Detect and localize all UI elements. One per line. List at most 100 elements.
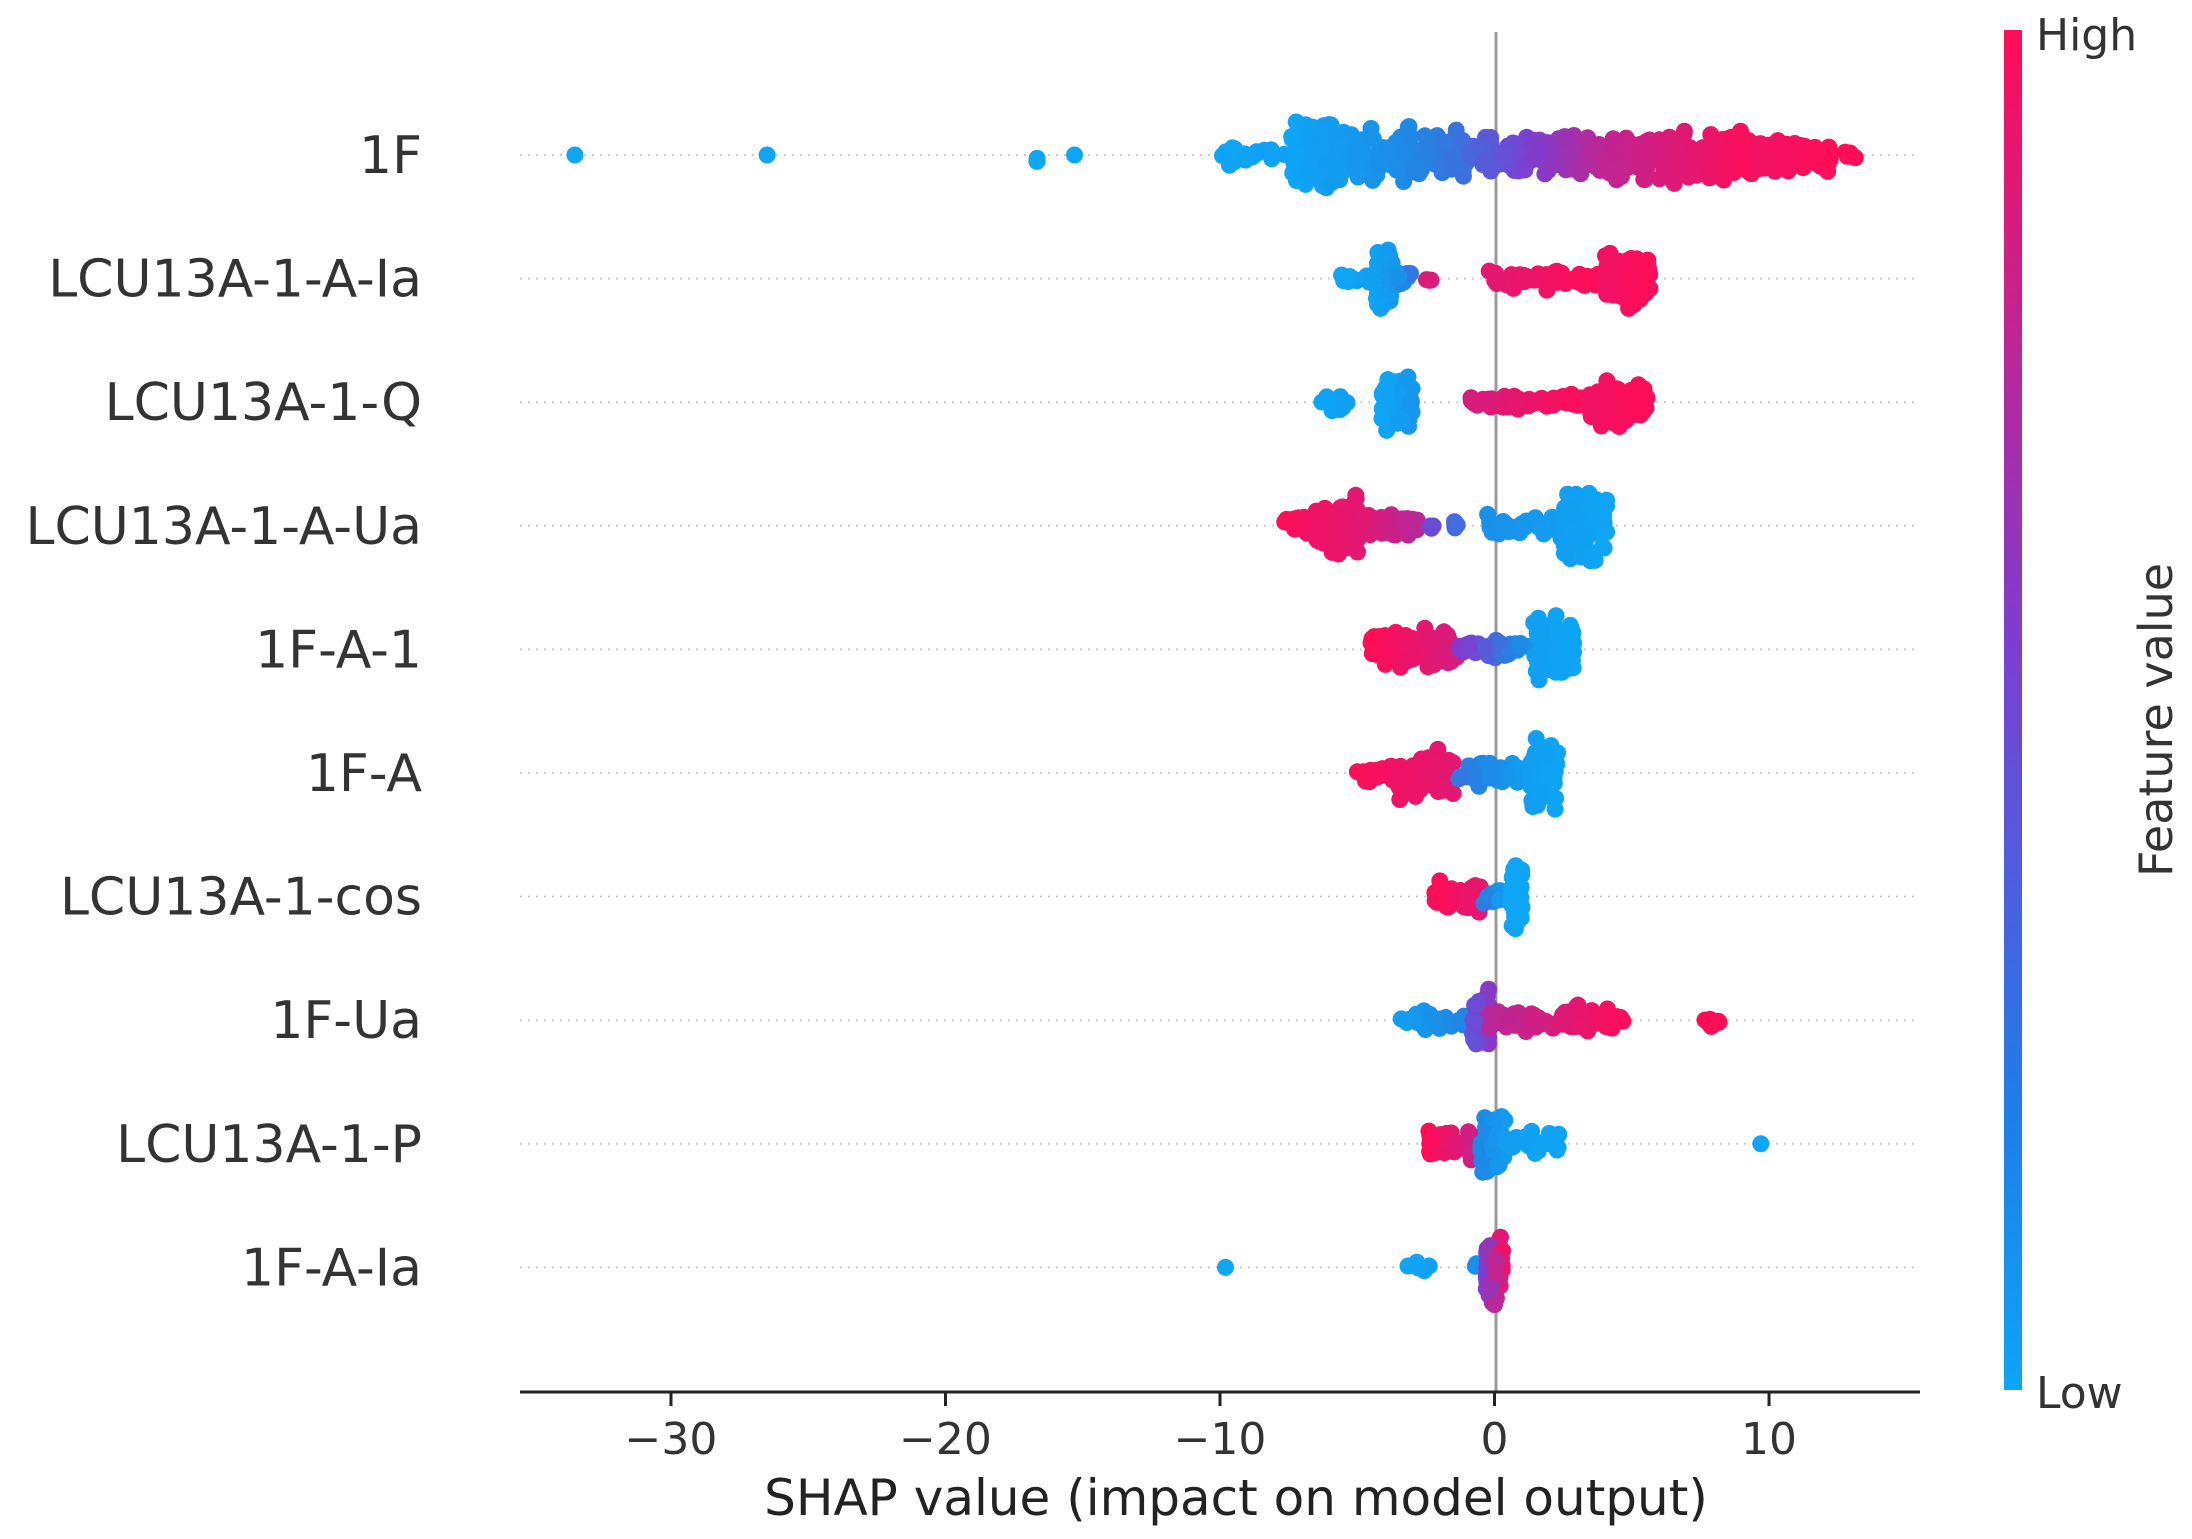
feature-row-dots bbox=[1276, 484, 1616, 570]
shap-point bbox=[1417, 128, 1435, 146]
shap-point bbox=[1562, 385, 1580, 403]
shap-point bbox=[1424, 631, 1442, 649]
x-tick-label: −10 bbox=[1174, 1414, 1267, 1465]
shap-point bbox=[566, 146, 584, 164]
x-tick-label: −20 bbox=[899, 1414, 992, 1465]
shap-point bbox=[1714, 140, 1732, 158]
shap-point bbox=[1028, 152, 1046, 170]
shap-point bbox=[1510, 637, 1528, 655]
shap-point bbox=[1379, 371, 1397, 389]
shap-point bbox=[1821, 150, 1839, 168]
shap-point bbox=[1808, 154, 1826, 172]
shap-point bbox=[1560, 146, 1578, 164]
shap-point bbox=[1461, 146, 1478, 164]
shap-point bbox=[1496, 147, 1514, 165]
shap-point bbox=[1428, 886, 1446, 904]
beeswarm-dots bbox=[566, 113, 1864, 1314]
shap-point bbox=[1494, 513, 1512, 530]
shap-point bbox=[1468, 996, 1486, 1014]
shap-point bbox=[1545, 156, 1563, 174]
shap-point bbox=[1240, 148, 1258, 166]
shap-point bbox=[1477, 638, 1495, 656]
shap-point bbox=[1347, 486, 1365, 504]
shap-point bbox=[1582, 393, 1600, 411]
shap-point bbox=[1632, 395, 1650, 413]
feature-label: 1F-A-1 bbox=[255, 620, 422, 680]
shap-point bbox=[1665, 145, 1683, 163]
feature-row-dots bbox=[1392, 980, 1728, 1053]
shap-point bbox=[1520, 1130, 1538, 1148]
shap-point bbox=[1482, 1280, 1500, 1297]
shap-point bbox=[1702, 126, 1720, 144]
shap-point bbox=[1376, 655, 1394, 673]
shap-point bbox=[1530, 671, 1548, 689]
shap-point bbox=[1531, 138, 1549, 155]
shap-point bbox=[1529, 1142, 1547, 1160]
shap-point bbox=[1622, 250, 1640, 267]
shap-point bbox=[1698, 1012, 1716, 1030]
shap-point bbox=[1431, 779, 1449, 797]
shap-point bbox=[1390, 268, 1408, 286]
shap-point bbox=[1474, 390, 1492, 408]
shap-point bbox=[1548, 1128, 1566, 1146]
shap-point bbox=[1595, 386, 1613, 404]
x-tick-label: 10 bbox=[1741, 1414, 1797, 1465]
shap-point bbox=[1408, 160, 1426, 178]
shap-point bbox=[1841, 144, 1859, 162]
shap-point bbox=[1516, 519, 1534, 536]
shap-point bbox=[1769, 132, 1787, 150]
shap-point bbox=[1427, 1013, 1444, 1031]
shap-point bbox=[1537, 266, 1555, 284]
feature-label: 1F-Ua bbox=[270, 991, 422, 1051]
shap-point bbox=[1349, 543, 1366, 561]
shap-point bbox=[1513, 270, 1531, 288]
colorbar-title: Feature value bbox=[2129, 563, 2183, 877]
shap-point bbox=[1675, 122, 1693, 140]
shap-point bbox=[1488, 275, 1506, 292]
shap-point bbox=[1368, 638, 1386, 656]
shap-point bbox=[1458, 886, 1476, 904]
shap-point bbox=[1634, 141, 1652, 159]
shap-point bbox=[1364, 130, 1382, 148]
shap-point bbox=[1467, 1014, 1485, 1032]
colorbar: High Low Feature value bbox=[2004, 10, 2183, 1419]
shap-point bbox=[1263, 150, 1281, 168]
feature-label: LCU13A-1-A-Ua bbox=[25, 497, 422, 557]
shap-point bbox=[1334, 398, 1352, 416]
shap-point bbox=[1752, 1135, 1770, 1153]
feature-row-dots bbox=[1333, 241, 1659, 317]
shap-point bbox=[1509, 901, 1527, 919]
shap-point bbox=[1724, 151, 1742, 169]
shap-point bbox=[1447, 157, 1465, 175]
shap-point bbox=[1409, 1259, 1427, 1277]
shap-point bbox=[1405, 649, 1423, 667]
shap-point bbox=[1378, 139, 1396, 157]
shap-point bbox=[1422, 754, 1440, 772]
shap-point bbox=[1529, 609, 1547, 627]
feature-label: 1F-A-Ia bbox=[241, 1238, 422, 1298]
shap-point bbox=[1460, 639, 1477, 657]
shap-point bbox=[1391, 791, 1409, 808]
feature-row-dots bbox=[1426, 857, 1531, 938]
shap-point bbox=[1500, 1012, 1518, 1029]
shap-point bbox=[1373, 509, 1390, 526]
shap-point bbox=[1603, 1019, 1621, 1037]
shap-point bbox=[1478, 152, 1496, 170]
feature-row-dots bbox=[1217, 1228, 1512, 1314]
shap-point bbox=[1486, 1250, 1504, 1268]
shap-point bbox=[1338, 268, 1356, 286]
shap-point bbox=[1416, 146, 1434, 164]
feature-labels: 1F LCU13A-1-A-Ia LCU13A-1-Q LCU13A-1-A-Ua 1F… bbox=[25, 126, 422, 1298]
shap-point bbox=[1521, 756, 1539, 774]
shap-point bbox=[1448, 516, 1466, 534]
shap-point bbox=[1506, 920, 1524, 938]
shap-point bbox=[1319, 390, 1337, 408]
shap-point bbox=[1488, 1266, 1505, 1284]
shap-point bbox=[1610, 418, 1628, 435]
colorbar-high-label: High bbox=[2036, 10, 2137, 61]
feature-row-dots bbox=[566, 113, 1864, 197]
shap-point bbox=[1354, 763, 1372, 781]
shap-point bbox=[1559, 502, 1577, 520]
shap-point bbox=[1622, 381, 1640, 399]
